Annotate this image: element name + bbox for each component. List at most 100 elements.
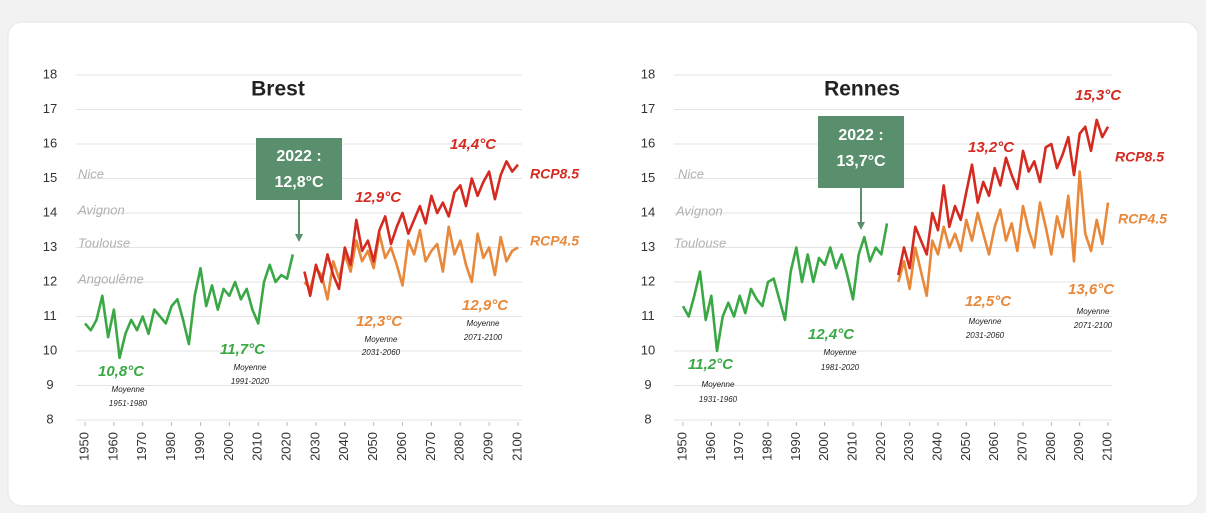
y-tick-label: 8 [46,411,53,426]
annotation: Avignon [77,202,125,217]
series-label: RCP8.5 [1115,149,1164,165]
x-tick-label: 2050 [365,432,380,461]
y-tick-label: 15 [43,170,57,185]
series-line [681,223,889,353]
x-tick-label: 2060 [986,432,1001,461]
annotation: 12,9°C [355,189,402,206]
x-tick-label: 2000 [816,432,831,461]
y-tick-label: 16 [43,135,57,150]
annotation: 2022 : [838,127,883,144]
annotation: 12,9°C [462,297,509,314]
callout-arrowhead [295,234,303,242]
x-tick-label: 1950 [674,432,689,461]
series-line [84,254,295,360]
x-tick-label: 2070 [1014,432,1029,461]
x-tick-label: 2030 [901,432,916,461]
y-tick-label: 18 [641,66,655,81]
annotation: 10,8°C [98,363,145,380]
x-tick-label: 2040 [336,432,351,461]
annotation: Nice [678,166,704,181]
x-tick-label: 2090 [1071,432,1086,461]
x-tick-label: 2040 [929,432,944,461]
annotation: 12,8°C [274,174,324,191]
annotation: Moyenne [824,348,857,357]
annotation: Moyenne [234,363,267,372]
chart-title: Brest [251,78,305,101]
annotation: 1991-2020 [231,377,270,386]
y-tick-label: 8 [644,411,651,426]
y-tick-label: 14 [641,204,655,219]
annotation: 2071-2100 [463,333,503,342]
annotation: 15,3°C [1075,87,1122,104]
x-tick-label: 2100 [1099,432,1114,461]
callout-box [256,138,342,200]
x-tick-label: 1960 [703,432,718,461]
annotation: Toulouse [78,235,130,250]
annotation: 13,6°C [1068,281,1115,298]
x-tick-label: 2090 [481,432,496,461]
y-tick-label: 15 [641,170,655,185]
annotation: Avignon [675,203,723,218]
annotation: 1951-1980 [109,399,148,408]
x-tick-label: 2060 [394,432,409,461]
y-tick-label: 9 [644,377,651,392]
x-tick-label: 2030 [307,432,322,461]
x-tick-label: 2010 [250,432,265,461]
x-tick-label: 2020 [873,432,888,461]
annotation: Moyenne [969,317,1002,326]
y-tick-label: 17 [43,101,57,116]
x-tick-label: 1970 [134,432,149,461]
x-tick-label: 2100 [509,432,524,461]
annotation: 13,7°C [836,153,886,170]
annotation: 2031-2060 [965,331,1005,340]
annotation: 12,3°C [356,313,403,330]
x-tick-label: 2050 [958,432,973,461]
y-tick-label: 16 [641,135,655,150]
callout-arrowhead [857,222,865,230]
series-line [897,170,1110,298]
annotation: 2022 : [276,148,321,165]
annotation: Toulouse [674,235,726,250]
y-tick-label: 14 [43,204,57,219]
chart-title: Rennes [824,78,900,101]
series-label: RCP8.5 [530,166,579,182]
x-tick-label: 1990 [192,432,207,461]
y-tick-label: 13 [641,239,655,254]
callout-box [818,116,904,188]
y-tick-label: 9 [46,377,53,392]
annotation: 1981-2020 [821,363,860,372]
x-tick-label: 1990 [788,432,803,461]
annotation: 11,2°C [688,356,734,373]
x-tick-label: 2080 [1043,432,1058,461]
annotation: 11,7°C [220,341,266,358]
x-tick-label: 2070 [423,432,438,461]
annotation: 2031-2060 [361,348,401,357]
y-tick-label: 18 [43,66,57,81]
y-tick-label: 13 [43,239,57,254]
y-tick-label: 12 [641,273,655,288]
x-tick-label: 1950 [76,432,91,461]
y-tick-label: 11 [641,308,655,323]
series-label: RCP4.5 [1118,211,1167,227]
y-tick-label: 10 [641,342,655,357]
annotation: 1931-1960 [699,395,738,404]
series-line [897,118,1110,276]
x-tick-label: 2080 [452,432,467,461]
y-tick-label: 17 [641,101,655,116]
annotation: Moyenne [365,335,398,344]
x-tick-label: 2020 [279,432,294,461]
annotation: 12,4°C [808,326,855,343]
annotation: Moyenne [1077,307,1110,316]
annotation: Moyenne [112,385,145,394]
annotation: 2071-2100 [1073,321,1113,330]
annotation: Moyenne [467,319,500,328]
x-tick-label: 2000 [221,432,236,461]
annotation: Angoulême [77,271,144,286]
annotation: 13,2°C [968,139,1015,156]
x-tick-label: 2010 [844,432,859,461]
y-tick-label: 11 [43,308,57,323]
annotation: Nice [78,166,104,181]
annotation: Moyenne [702,380,735,389]
